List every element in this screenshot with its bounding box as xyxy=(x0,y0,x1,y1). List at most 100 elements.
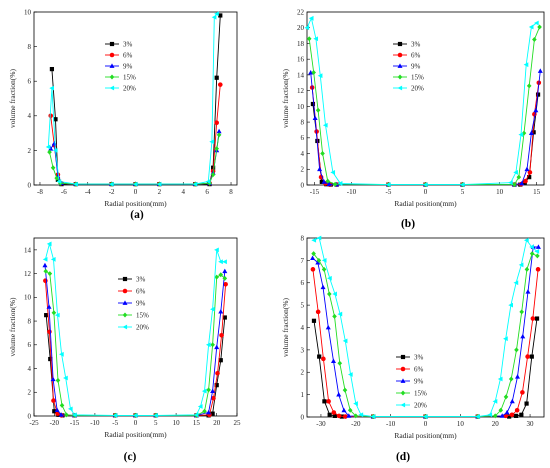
data-point xyxy=(336,392,342,397)
data-point xyxy=(332,313,337,319)
panel-label: (c) xyxy=(124,451,137,463)
data-point xyxy=(503,336,508,342)
data-point xyxy=(306,36,312,42)
y-tick-label: 14 xyxy=(297,71,305,79)
x-tick-label: 15 xyxy=(533,188,541,196)
data-point xyxy=(537,24,542,30)
data-point xyxy=(219,333,224,338)
series-20pct xyxy=(311,235,540,419)
data-point xyxy=(211,395,216,401)
data-point xyxy=(512,182,517,188)
series-line xyxy=(310,70,541,186)
data-point xyxy=(315,260,321,265)
data-point xyxy=(524,166,530,172)
data-point xyxy=(518,262,524,268)
data-point xyxy=(528,24,534,30)
legend: 3% 6% 9% 15% 20% xyxy=(393,41,424,93)
data-point xyxy=(327,275,332,281)
y-axis-label: volume fraction(%) xyxy=(8,297,17,356)
x-tick-label: 6 xyxy=(205,188,209,196)
x-tick-label: -10 xyxy=(90,419,100,427)
data-point xyxy=(109,181,114,187)
series-line xyxy=(308,26,541,186)
y-tick-label: 8 xyxy=(301,118,305,126)
data-point xyxy=(422,182,428,188)
y-tick-label: 5 xyxy=(301,302,305,310)
data-point xyxy=(533,107,539,113)
data-point xyxy=(337,311,343,317)
data-point xyxy=(509,398,515,404)
y-tick-label: 20 xyxy=(297,24,305,32)
panel-label: (a) xyxy=(130,209,144,221)
data-point xyxy=(332,291,337,297)
data-point xyxy=(67,406,73,412)
y-axis-label: volume fraction(%) xyxy=(8,69,17,128)
data-point xyxy=(222,315,227,320)
data-point xyxy=(327,291,332,297)
x-tick-label: -20 xyxy=(351,420,361,428)
x-axis-label: Radial position(mm) xyxy=(394,431,457,440)
legend: 3% 6% 9% 15% 20% xyxy=(105,41,136,93)
data-point xyxy=(311,70,316,76)
data-point xyxy=(332,181,338,187)
x-tick-label: -10 xyxy=(386,420,396,428)
x-tick-label: 20 xyxy=(213,419,221,427)
series-20pct xyxy=(304,15,539,188)
legend: 3% 6% 9% 15% 20% xyxy=(396,354,427,410)
data-point xyxy=(337,360,343,366)
data-point xyxy=(528,130,534,135)
data-point xyxy=(49,85,55,91)
data-point xyxy=(530,316,536,321)
legend-marker xyxy=(397,63,403,68)
data-point xyxy=(331,410,337,415)
data-point xyxy=(519,412,524,417)
x-tick-label: 0 xyxy=(134,188,138,196)
data-point xyxy=(46,241,52,247)
data-point xyxy=(322,399,327,404)
data-point xyxy=(523,62,529,68)
data-point xyxy=(526,83,532,89)
series-line xyxy=(312,94,539,186)
data-point xyxy=(153,413,158,418)
data-point xyxy=(52,148,58,153)
data-point xyxy=(308,15,314,21)
data-point xyxy=(337,181,343,186)
y-tick-label: 6 xyxy=(28,78,32,86)
data-point xyxy=(317,354,322,359)
x-tick-label: 10 xyxy=(496,188,504,196)
legend-entry-label: 15% xyxy=(123,74,136,82)
data-point xyxy=(222,275,228,281)
data-point xyxy=(51,310,57,316)
series-line xyxy=(311,82,540,186)
data-point xyxy=(210,342,215,348)
x-tick-label: 2 xyxy=(158,188,162,196)
data-point xyxy=(315,107,321,113)
data-point xyxy=(311,251,316,257)
y-tick-label: 4 xyxy=(28,112,32,120)
series-line xyxy=(306,16,537,186)
legend-marker xyxy=(397,85,403,91)
y-tick-label: 8 xyxy=(28,317,32,325)
legend-entry-label: 9% xyxy=(123,63,133,71)
legend-marker xyxy=(122,276,128,282)
y-tick-label: 4 xyxy=(301,324,305,332)
data-point xyxy=(205,179,211,184)
data-point xyxy=(529,354,534,359)
data-point xyxy=(49,66,55,72)
y-tick-label: 0 xyxy=(301,413,305,421)
data-point xyxy=(317,73,323,79)
legend-entry-label: 3% xyxy=(136,276,146,284)
data-point xyxy=(327,412,332,417)
x-tick-label: 20 xyxy=(492,420,500,428)
legend-marker xyxy=(109,74,115,80)
y-tick-label: 6 xyxy=(28,341,32,349)
data-point xyxy=(214,383,219,388)
data-point xyxy=(315,309,321,315)
data-point xyxy=(218,308,224,314)
data-point xyxy=(534,249,540,254)
data-point xyxy=(214,247,219,253)
legend-entry-label: 20% xyxy=(411,85,424,93)
data-point xyxy=(304,25,310,31)
data-point xyxy=(524,401,529,406)
series-line xyxy=(49,134,220,185)
